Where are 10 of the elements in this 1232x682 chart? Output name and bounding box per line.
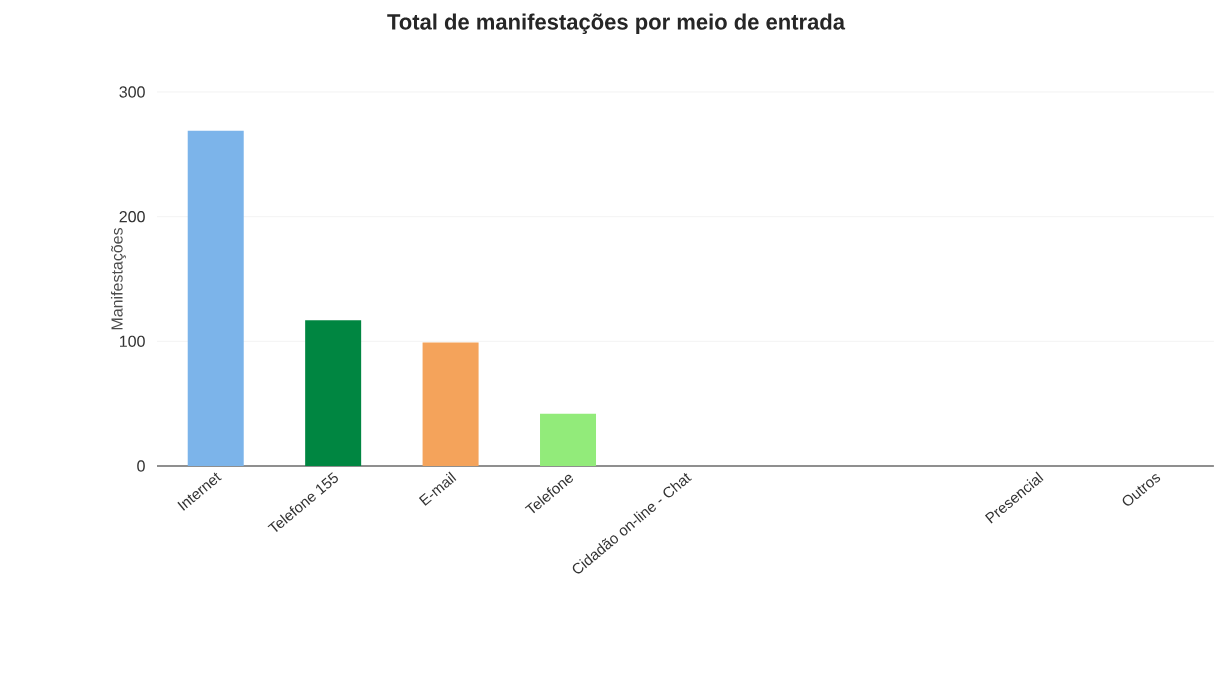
y-tick-label: 200 xyxy=(119,211,145,223)
y-tick-label: 300 xyxy=(119,86,145,98)
bar xyxy=(540,413,597,466)
bar xyxy=(187,130,244,466)
y-axis-title: Manifestações xyxy=(110,228,126,330)
bar xyxy=(305,320,362,466)
chart-title: Total de manifestações por meio de entrada xyxy=(387,13,846,35)
bar xyxy=(422,342,479,466)
y-tick-label: 0 xyxy=(137,460,145,472)
y-tick-label: 100 xyxy=(120,335,145,347)
